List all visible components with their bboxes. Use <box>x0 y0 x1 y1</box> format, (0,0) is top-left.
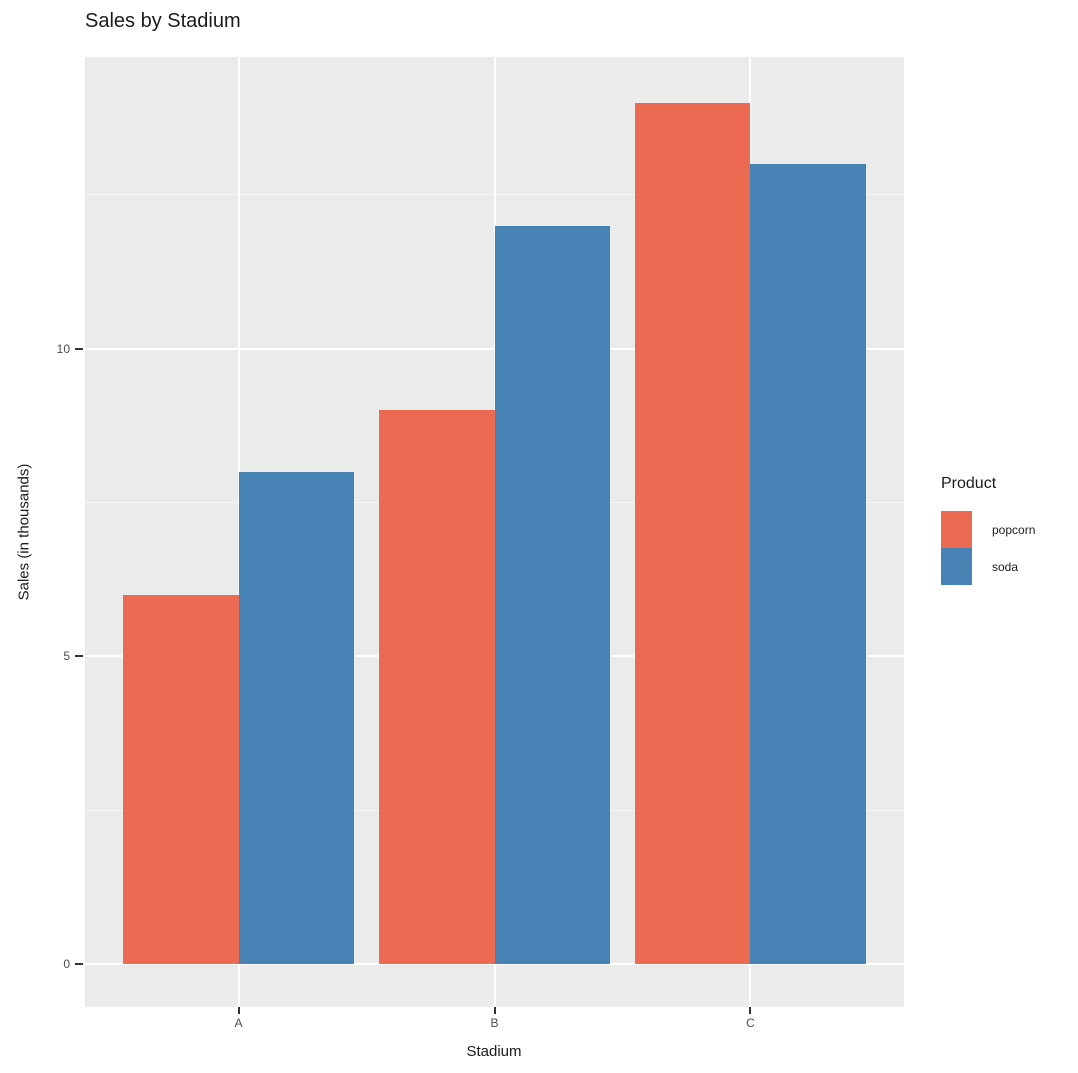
y-tick-label-5: 5 <box>63 649 70 664</box>
x-axis-title: Stadium <box>466 1043 522 1060</box>
legend-items: popcorn soda <box>941 511 1078 585</box>
x-tick-label-B: B <box>490 1016 499 1030</box>
y-tick-mark-5 <box>75 655 83 658</box>
bar-popcorn-A <box>123 594 239 964</box>
y-tick-label-10: 10 <box>56 341 70 356</box>
legend-swatch-soda <box>941 548 972 585</box>
x-tick-label-C: C <box>746 1016 755 1030</box>
x-tick-mark-A <box>237 1007 240 1014</box>
legend-swatch-popcorn <box>941 511 972 548</box>
legend-title: Product <box>941 475 997 492</box>
x-tick-mark-B <box>493 1007 496 1014</box>
legend-item-soda: soda <box>941 548 1078 585</box>
bar-popcorn-B <box>379 410 495 964</box>
bar-popcorn-C <box>635 102 751 964</box>
x-tick-label-A: A <box>234 1016 243 1030</box>
legend-label-soda: soda <box>992 559 1019 574</box>
chart-title: Sales by Stadium <box>85 10 241 32</box>
plot-panel <box>85 57 904 1007</box>
legend-label-popcorn: popcorn <box>992 522 1036 537</box>
x-tick-mark-C <box>749 1007 752 1014</box>
y-tick-label-0: 0 <box>63 956 70 971</box>
legend-item-popcorn: popcorn <box>941 511 1078 548</box>
bar-soda-A <box>238 471 354 964</box>
y-tick-mark-10 <box>75 347 83 350</box>
bar-soda-C <box>750 164 866 964</box>
bar-soda-B <box>494 225 610 964</box>
y-axis-title: Sales (in thousands) <box>15 463 33 601</box>
legend: Product popcorn soda <box>941 475 1078 585</box>
y-tick-mark-0 <box>75 962 83 965</box>
